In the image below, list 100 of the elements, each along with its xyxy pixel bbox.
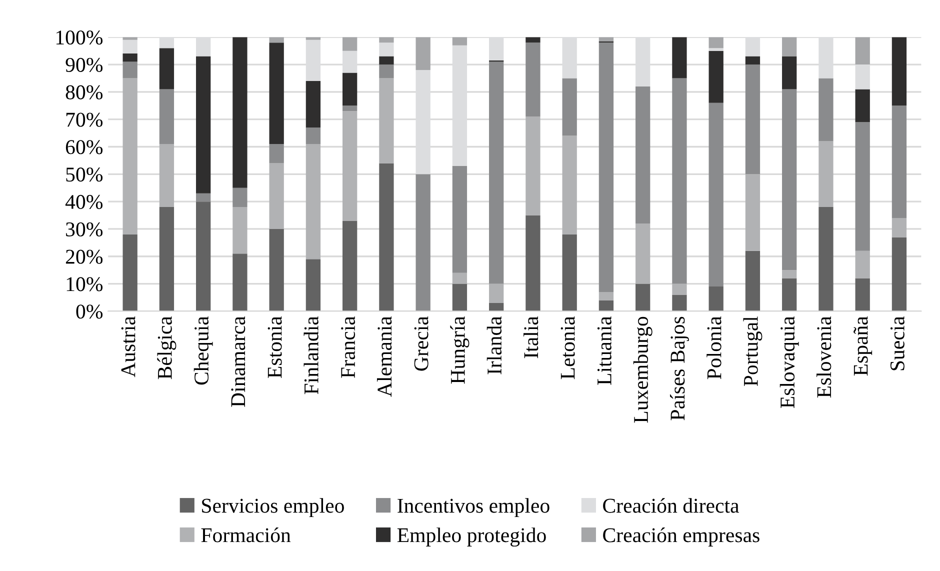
y-tick-label: 20% — [66, 250, 103, 264]
bar — [306, 144, 321, 260]
bar — [452, 166, 468, 273]
bar — [416, 174, 430, 312]
bar — [672, 284, 687, 295]
x-tick-label: Países Bajos — [670, 316, 689, 420]
bar — [818, 141, 834, 208]
bar — [708, 48, 724, 51]
bar — [598, 300, 614, 312]
x-tick-label: Grecia — [414, 316, 428, 371]
y-tick-label: 60% — [66, 140, 103, 154]
bar — [782, 278, 797, 312]
bar — [269, 163, 284, 229]
bar — [159, 144, 174, 208]
bar — [526, 37, 540, 43]
bar — [269, 42, 284, 144]
legend-label: Servicios empleo — [202, 498, 344, 518]
legend-label: Incentivos empleo — [398, 498, 550, 518]
bar — [342, 72, 358, 106]
y-tick-label: 70% — [66, 112, 103, 127]
bar — [159, 89, 174, 144]
x-tick-label: Eslovenia — [816, 316, 832, 398]
y-tick-label: 10% — [66, 277, 103, 292]
legend-label: Formación — [201, 528, 291, 542]
bar — [489, 62, 504, 284]
bar — [818, 78, 834, 142]
bar — [306, 128, 321, 144]
bar — [526, 215, 540, 312]
bar — [745, 64, 760, 174]
y-tick-label: 100% — [56, 30, 103, 45]
bar — [526, 116, 540, 216]
bar — [342, 111, 358, 221]
bar — [232, 37, 248, 188]
x-tick-label: Hungría — [450, 316, 470, 384]
bar — [306, 37, 321, 40]
x-tick-label: Finlandia — [304, 316, 318, 394]
bar — [782, 56, 797, 90]
x-tick-label: Chequia — [194, 316, 213, 385]
bar — [196, 56, 211, 194]
bar — [782, 37, 797, 56]
bar — [598, 42, 614, 292]
x-tick-label: Letonia — [560, 316, 575, 380]
bar — [122, 40, 138, 54]
bar — [379, 37, 394, 43]
bar — [452, 284, 468, 312]
bar — [892, 37, 907, 106]
x-tick-label: España — [854, 316, 872, 376]
bar — [379, 64, 394, 78]
bar — [562, 78, 577, 136]
x-tick-label: Bélgica — [157, 316, 176, 380]
bar — [232, 254, 248, 312]
bar — [708, 102, 724, 287]
x-tick-label: Lituania — [597, 316, 612, 385]
bar — [196, 202, 211, 312]
bar — [196, 193, 211, 202]
x-tick-label: Dinamarca — [231, 316, 246, 407]
bar — [855, 122, 870, 251]
bar — [489, 302, 504, 312]
bar — [745, 56, 760, 65]
bar — [122, 234, 138, 312]
bar — [855, 89, 870, 122]
x-tick-label: Alemania — [377, 316, 392, 397]
bar — [232, 188, 248, 208]
bar — [818, 207, 834, 312]
bar — [782, 270, 797, 278]
legend-label: Empleo protegido — [397, 528, 546, 547]
bar — [708, 50, 724, 103]
bar — [159, 207, 174, 312]
bar — [269, 37, 284, 43]
bar — [892, 106, 907, 218]
bar — [122, 78, 138, 234]
bar — [122, 37, 138, 40]
bar — [306, 80, 321, 128]
bar — [342, 220, 358, 312]
bar — [855, 278, 870, 312]
bar — [452, 272, 468, 284]
bar — [269, 144, 284, 164]
x-tick-label: Austria — [121, 316, 136, 378]
x-tick-label: Francia — [341, 316, 356, 378]
bar — [342, 106, 358, 112]
bar — [892, 237, 907, 312]
bar — [342, 37, 358, 51]
bar — [452, 37, 468, 46]
bar — [232, 207, 248, 254]
bar — [526, 42, 540, 117]
bar — [306, 259, 321, 312]
bar — [855, 37, 870, 65]
bar — [855, 250, 870, 278]
bar — [636, 86, 650, 224]
bar — [708, 37, 724, 48]
bar — [672, 37, 687, 78]
x-tick-label: Polonia — [706, 316, 722, 380]
x-tick-label: Portugal — [743, 316, 762, 386]
bar — [379, 163, 394, 312]
bar — [379, 78, 394, 164]
legend-label: Creación directa — [603, 498, 740, 513]
bar — [708, 286, 724, 312]
bar — [562, 136, 577, 234]
x-tick-label: Suecia — [890, 316, 904, 370]
y-tick-label: 30% — [66, 222, 103, 236]
